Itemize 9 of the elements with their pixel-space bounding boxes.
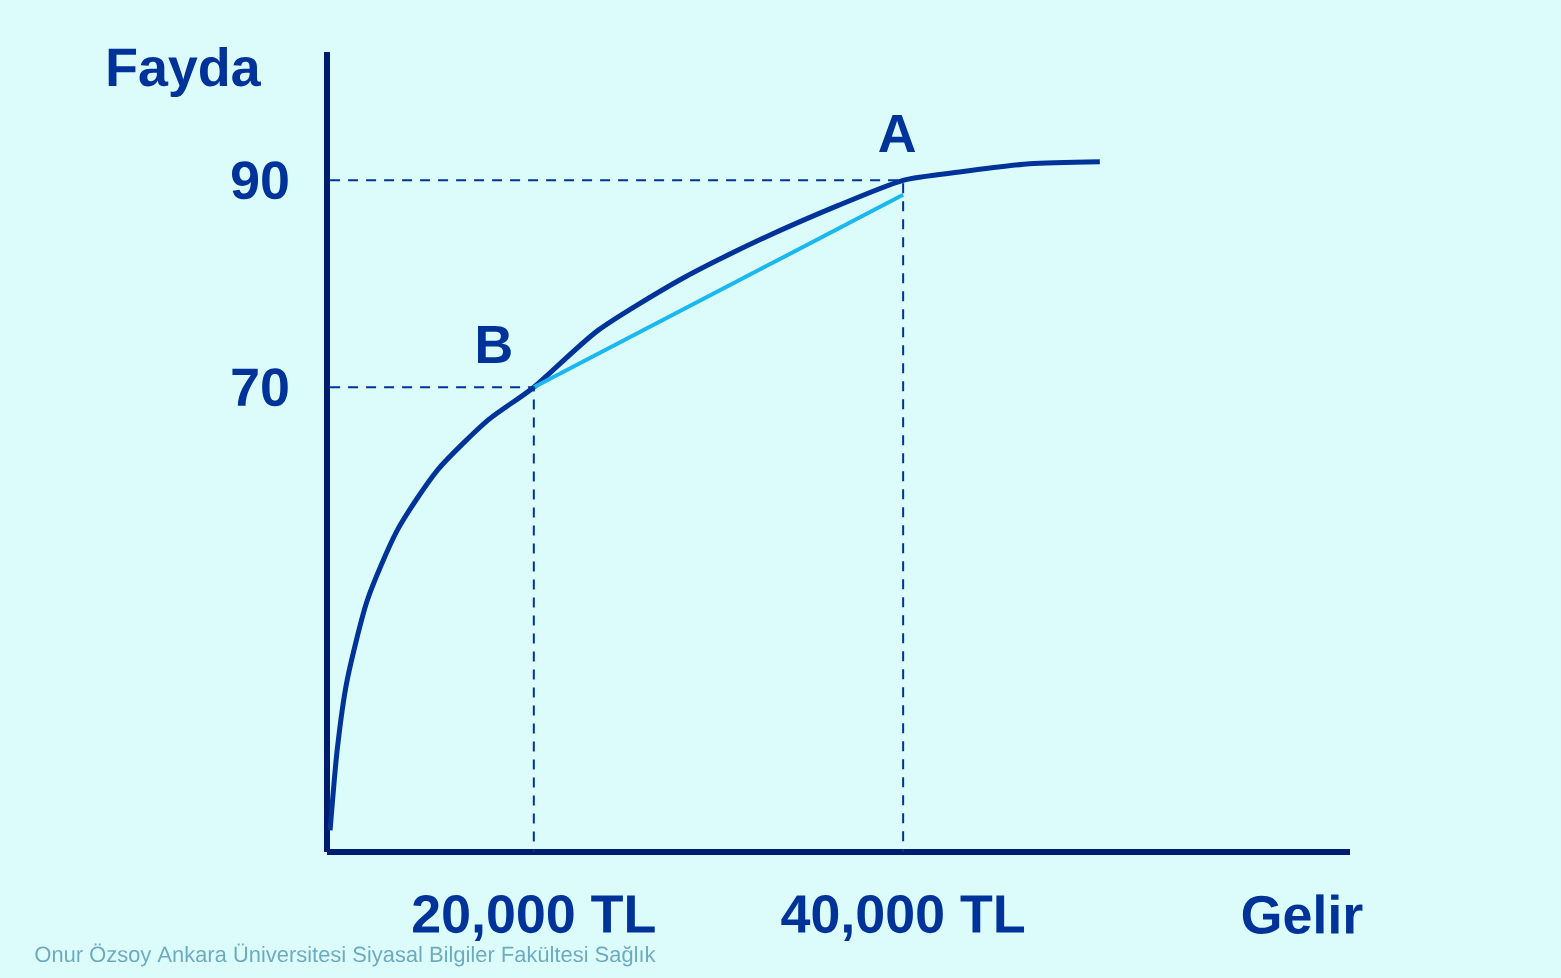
x-axis-title: Gelir: [1242, 894, 1363, 934]
x-tick-label: 20,000 TL: [413, 895, 655, 941]
y-tick-label: 90: [231, 161, 288, 200]
annotation: B: [477, 325, 511, 363]
y-axis-title: Fayda: [108, 46, 261, 98]
y-tick-label: 70: [232, 368, 288, 407]
text: Onur Özsoy Ankara Üniversitesi Siyasal Bilgiler Fakültesi Sağlık: [35, 943, 656, 967]
x-tick-label: 40,000 TL: [781, 895, 1025, 941]
annotation: A: [879, 114, 916, 152]
